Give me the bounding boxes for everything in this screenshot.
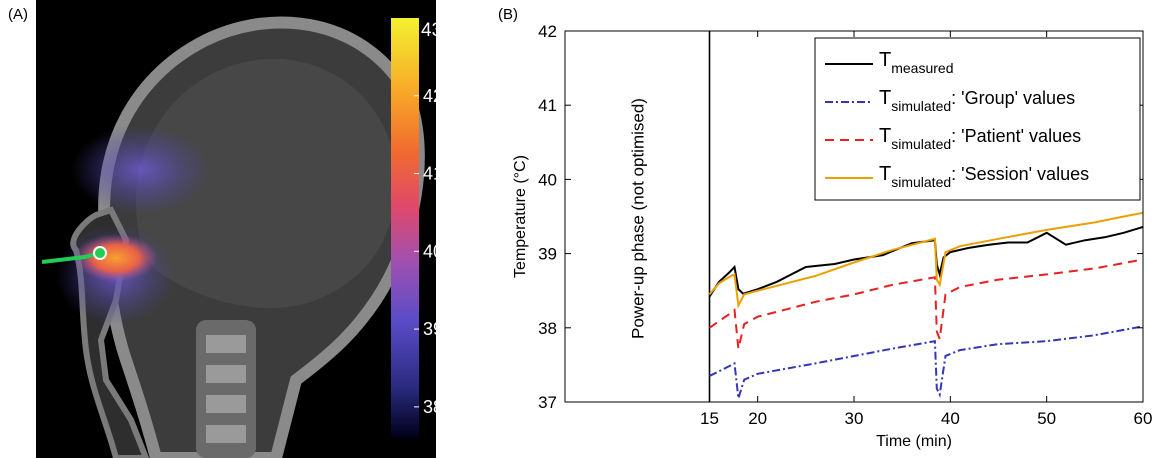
x-tick-label: 60 <box>1134 409 1153 428</box>
power-up-phase-label: Power-up phase (not optimised) <box>628 98 647 339</box>
y-tick-label: 42 <box>538 22 557 41</box>
thermal-hotspot <box>74 234 158 282</box>
probe-tip <box>93 246 107 260</box>
legend-entry: Tsimulated: 'Session' values <box>879 163 1089 190</box>
panel-a-label: (A) <box>8 6 28 23</box>
y-tick-label: 40 <box>538 170 557 189</box>
spine <box>196 320 256 458</box>
x-tick-label: 30 <box>845 409 864 428</box>
x-tick-label: 40 <box>941 409 960 428</box>
legend-entry: Tmeasured <box>879 49 953 76</box>
x-axis-label: Time (min) <box>876 433 952 450</box>
power-up-annotation: Power-up phase (not optimised) <box>628 31 711 402</box>
legend: Tmeasured Tsimulated: 'Group' values Tsimu… <box>814 37 1141 201</box>
chart-series <box>708 211 1144 399</box>
colorbar-tick-label: 41 <box>423 164 443 184</box>
x-tick-label: 20 <box>748 409 767 428</box>
colorbar <box>391 18 419 438</box>
colorbar-tick-label: 39 <box>423 319 443 339</box>
thermal-overlay-upper <box>71 125 211 215</box>
colorbar-title: 43°C <box>421 20 463 41</box>
y-tick-label: 38 <box>538 319 557 338</box>
colorbar-tick-label: 42 <box>423 86 443 106</box>
series-line-2 <box>709 325 1144 399</box>
y-axis-label: Temperature (°C) <box>512 155 529 278</box>
y-tick-label: 37 <box>538 393 557 412</box>
axis-ticks: 15 20 30 40 50 60 37 38 39 40 41 42 <box>538 22 1152 428</box>
colorbar-tick-label: 40 <box>423 241 443 261</box>
x-tick-label: 15 <box>700 409 719 428</box>
colorbar-ticks: 42 41 40 39 38 <box>414 86 443 417</box>
series-line-3 <box>708 258 1144 349</box>
colorbar-tick-label: 38 <box>423 397 443 417</box>
legend-entry: Tsimulated: 'Group' values <box>879 87 1075 114</box>
panel-b-label: (B) <box>498 6 518 23</box>
y-tick-label: 39 <box>538 245 557 264</box>
ct-thermal-image: 42 41 40 39 38 43°C <box>36 0 463 458</box>
x-tick-label: 50 <box>1037 409 1056 428</box>
legend-entry: Tsimulated: 'Patient' values <box>879 125 1081 152</box>
y-tick-label: 41 <box>538 96 557 115</box>
brain-region <box>136 58 396 309</box>
series-line-4 <box>708 211 1144 309</box>
